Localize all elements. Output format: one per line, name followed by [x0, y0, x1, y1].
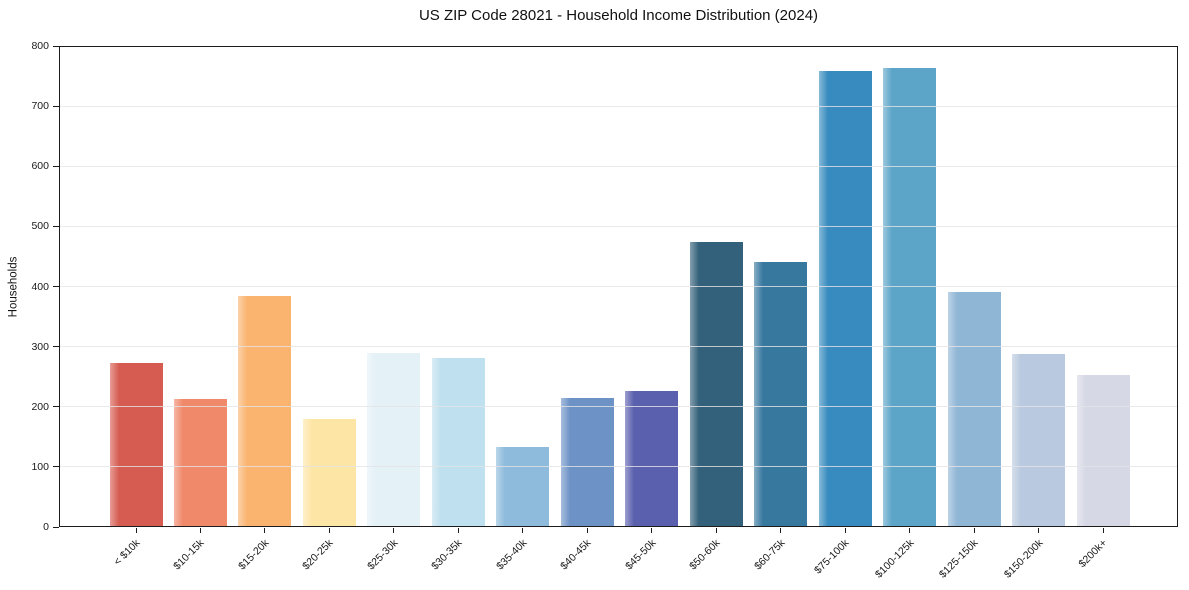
x-tick-label: $20-25k [300, 537, 336, 573]
x-tick-label: $45-50k [622, 537, 659, 573]
bar-7 [496, 447, 550, 527]
x-tick-mark [328, 528, 330, 533]
bar-3 [238, 295, 292, 527]
y-tick-mark [53, 165, 59, 167]
x-tick-mark [973, 528, 975, 533]
y-tick-mark [53, 346, 59, 348]
x-tick-label: $100-125k [872, 537, 917, 581]
bar-12 [818, 71, 872, 527]
y-axis-label-wrap: Households [0, 46, 26, 527]
gridline [60, 466, 1177, 468]
x-tick-label: < $10k [111, 537, 143, 568]
x-tick-mark [135, 528, 137, 533]
x-tick-label: $150-200k [1001, 537, 1046, 581]
x-tick-mark [651, 528, 653, 533]
chart-title: US ZIP Code 28021 - Household Income Dis… [418, 7, 819, 24]
x-tick-mark [715, 528, 717, 533]
bar-9 [625, 390, 679, 527]
y-tick-mark [53, 225, 59, 227]
bar-13 [883, 68, 937, 527]
bar-11 [754, 261, 808, 527]
x-tick-mark [780, 528, 782, 533]
gridline [60, 406, 1177, 408]
y-tick-mark [53, 466, 59, 468]
x-tick-mark [1038, 528, 1040, 533]
y-tick-label: 300 [31, 340, 49, 353]
x-tick-mark [199, 528, 201, 533]
y-tick-label: 700 [31, 100, 49, 113]
y-axis-label: Households [7, 256, 20, 317]
gridline [60, 105, 1177, 107]
y-tick-label: 600 [31, 160, 49, 173]
y-tick-label: 800 [31, 40, 49, 52]
x-tick-mark [909, 528, 911, 533]
x-tick-mark [264, 528, 266, 533]
gridline [60, 346, 1177, 348]
x-tick-label: $35-40k [493, 537, 530, 573]
y-tick-mark [53, 105, 59, 107]
x-tick-mark [522, 528, 524, 533]
y-tick-label: 400 [31, 280, 49, 293]
bar-15 [1012, 354, 1066, 527]
y-tick-mark [53, 526, 59, 528]
bar-10 [689, 242, 743, 527]
x-tick-mark [586, 528, 588, 533]
y-tick-label: 500 [31, 220, 49, 233]
bar-6 [431, 358, 485, 527]
bar-8 [560, 397, 614, 527]
x-tick-label: $30-35k [429, 537, 465, 573]
x-tick-label: $40-45k [558, 537, 594, 573]
bar-2 [173, 398, 227, 527]
x-tick-label: $125-150k [937, 537, 981, 581]
x-tick-label: $25-30k [365, 537, 401, 573]
y-tick-label: 100 [31, 460, 49, 473]
x-tick-label: $75-100k [812, 537, 852, 577]
x-tick-label: $60-75k [751, 537, 788, 573]
x-tick-label: $10-15k [171, 537, 207, 573]
y-tick-mark [53, 45, 59, 47]
x-tick-label: $200k+ [1076, 537, 1110, 571]
y-tick-label: 0 [43, 521, 49, 533]
x-tick-mark [393, 528, 395, 533]
bar-4 [302, 419, 356, 527]
x-tick-mark [1102, 528, 1104, 533]
bar-1 [109, 363, 163, 527]
bar-5 [367, 352, 421, 527]
x-tick-label: $15-20k [236, 537, 272, 573]
y-tick-label: 200 [31, 400, 49, 413]
gridline [60, 286, 1177, 287]
gridline [60, 225, 1177, 227]
x-tick-mark [844, 528, 846, 533]
bar-16 [1076, 374, 1130, 527]
gridline [60, 165, 1177, 167]
x-tick-label: $50-60k [687, 537, 723, 573]
x-tick-mark [457, 528, 459, 533]
y-tick-mark [53, 286, 59, 287]
y-tick-mark [53, 406, 59, 408]
bar-14 [947, 291, 1001, 527]
